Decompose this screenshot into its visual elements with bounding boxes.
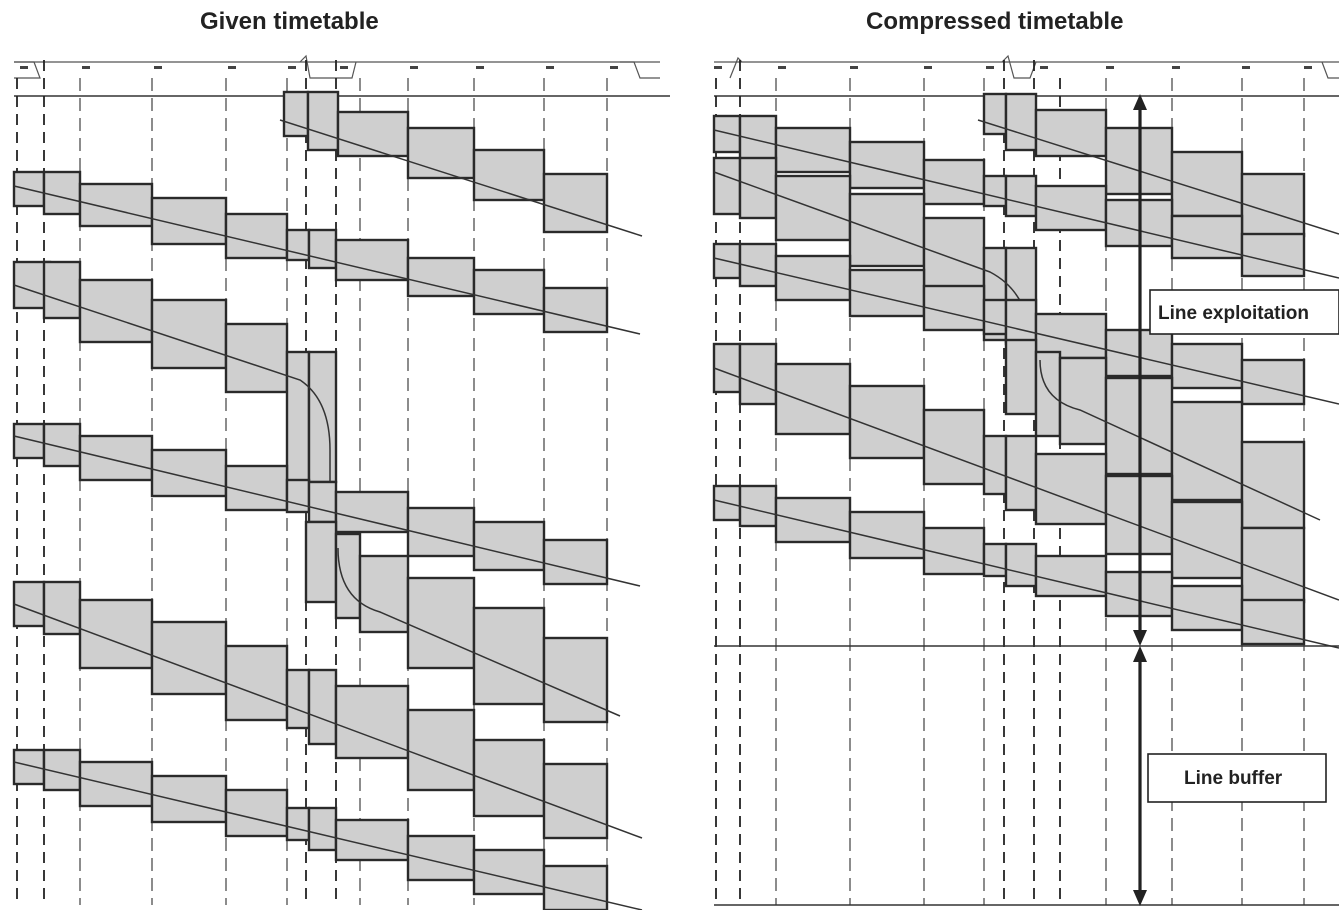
line-buffer-arrow — [1133, 646, 1147, 906]
right-train-path-1 — [712, 114, 1339, 279]
line-buffer-callout: Line buffer — [1147, 753, 1327, 803]
left-station-header — [14, 54, 670, 97]
line-buffer-label: Line buffer — [1184, 768, 1283, 789]
left-train-path-5 — [12, 748, 643, 910]
line-exploitation-arrow — [1133, 94, 1147, 646]
left-train-path-2-continued — [304, 520, 621, 724]
right-train-path-3 — [712, 242, 1339, 406]
line-exploitation-callout: Line exploitation — [1149, 289, 1339, 335]
right-station-header — [714, 54, 1339, 97]
left-train-path-0 — [279, 90, 643, 237]
left-panel — [12, 54, 670, 910]
left-train-path-3 — [12, 422, 641, 587]
right-panel: Line exploitation Line buffer — [712, 54, 1339, 906]
right-train-path-0 — [977, 92, 1339, 238]
left-train-path-1 — [12, 170, 641, 335]
left-panel-title: Given timetable — [200, 8, 379, 35]
line-exploitation-label: Line exploitation — [1158, 303, 1309, 324]
left-train-path-4 — [12, 580, 643, 840]
right-panel-title: Compressed timetable — [866, 8, 1124, 35]
right-train-path-4 — [712, 342, 1339, 604]
